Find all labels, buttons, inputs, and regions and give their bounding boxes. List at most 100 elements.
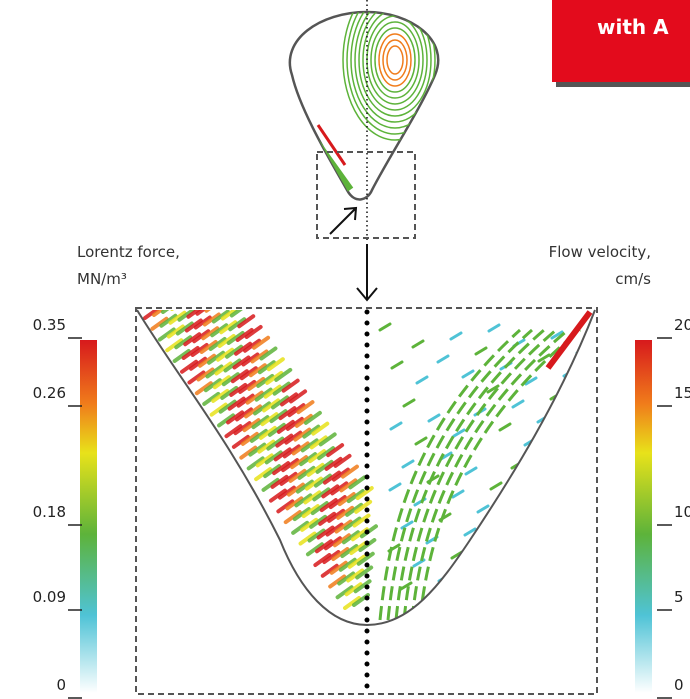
force-streak	[265, 370, 284, 385]
force-streak	[186, 310, 205, 319]
velocity-streak	[548, 452, 562, 462]
velocity-streak	[424, 596, 438, 606]
force-streak	[356, 551, 375, 566]
velocity-streak	[513, 557, 527, 567]
velocity-streak	[412, 558, 426, 568]
left-tick-label: 0.18	[33, 503, 66, 521]
force-streak	[318, 511, 337, 526]
force-streak	[248, 363, 267, 378]
force-streak	[229, 382, 248, 397]
force-streak	[291, 441, 310, 456]
velocity-streak	[463, 527, 477, 537]
force-streak	[230, 369, 249, 384]
force-streak	[299, 452, 318, 467]
force-streak	[253, 401, 272, 416]
force-streak	[343, 516, 362, 531]
force-streak	[263, 384, 282, 399]
force-streak	[267, 422, 286, 437]
zoom-box	[316, 151, 416, 239]
force-streak	[322, 470, 341, 485]
force-streak	[297, 465, 316, 480]
force-streak	[313, 473, 332, 488]
force-streak	[245, 390, 264, 405]
force-streak	[319, 498, 338, 513]
force-streak	[334, 519, 353, 534]
force-streak	[201, 326, 220, 341]
force-streak	[216, 347, 235, 362]
velocity-streak	[547, 513, 561, 523]
force-streak	[331, 467, 350, 482]
force-streak	[275, 433, 294, 448]
force-streak	[315, 459, 334, 474]
force-streak	[337, 492, 356, 507]
force-streak	[355, 565, 374, 580]
top-contour	[386, 45, 404, 75]
velocity-streak	[389, 421, 403, 431]
force-streak	[264, 450, 283, 465]
force-streak	[247, 376, 266, 391]
force-streak	[268, 488, 287, 503]
force-streak	[310, 501, 329, 516]
force-streak	[189, 356, 208, 371]
force-streak	[272, 381, 291, 396]
top-contour	[346, 12, 439, 135]
force-streak	[296, 400, 315, 415]
force-streak	[204, 310, 223, 313]
velocity-streak	[525, 595, 539, 605]
velocity-streak	[585, 505, 595, 515]
force-streak	[159, 313, 178, 328]
force-streak	[195, 310, 214, 316]
force-streak	[234, 341, 253, 356]
force-streak	[183, 332, 202, 347]
velocity-streak	[488, 542, 502, 552]
force-streak	[217, 284, 231, 294]
force-streak	[285, 496, 304, 511]
right-colorbar	[635, 340, 652, 693]
velocity-streak	[451, 489, 465, 499]
force-streak	[203, 378, 222, 393]
force-streak	[187, 370, 206, 385]
force-streak	[251, 415, 270, 430]
velocity-streak	[436, 354, 450, 364]
force-streak	[272, 461, 291, 476]
force-streak	[317, 446, 336, 461]
force-streak	[250, 349, 269, 364]
force-streak	[238, 379, 257, 394]
force-streak	[278, 406, 297, 421]
force-streak	[331, 547, 350, 562]
force-streak	[214, 361, 233, 376]
force-streak	[157, 327, 176, 342]
force-streak	[172, 348, 191, 363]
force-streak	[166, 324, 185, 339]
force-streak	[337, 571, 356, 586]
top-contour	[370, 21, 420, 99]
left-colorbar	[80, 340, 97, 693]
force-streak	[239, 366, 258, 381]
force-streak	[261, 477, 280, 492]
velocity-streak	[476, 504, 490, 514]
force-streak	[286, 482, 305, 497]
force-streak	[283, 510, 302, 525]
force-streak	[309, 514, 328, 529]
force-streak	[281, 458, 300, 473]
force-streak	[263, 464, 282, 479]
force-streak	[205, 364, 224, 379]
force-streak	[233, 421, 252, 436]
velocity-streak	[572, 528, 586, 538]
force-streak	[219, 320, 238, 335]
top-contour	[350, 12, 439, 129]
force-streak	[304, 476, 323, 491]
force-streak	[210, 323, 229, 338]
force-streak	[215, 298, 229, 308]
force-streak	[257, 360, 276, 375]
force-streak	[276, 419, 295, 434]
force-streak	[295, 479, 314, 494]
force-streak	[287, 403, 306, 418]
velocity-streak	[550, 330, 564, 340]
force-streak	[345, 502, 364, 517]
velocity-streak	[486, 384, 500, 394]
force-streak	[338, 557, 357, 572]
force-streak	[318, 432, 337, 447]
velocity-streak	[399, 581, 413, 591]
force-streak	[321, 484, 340, 499]
